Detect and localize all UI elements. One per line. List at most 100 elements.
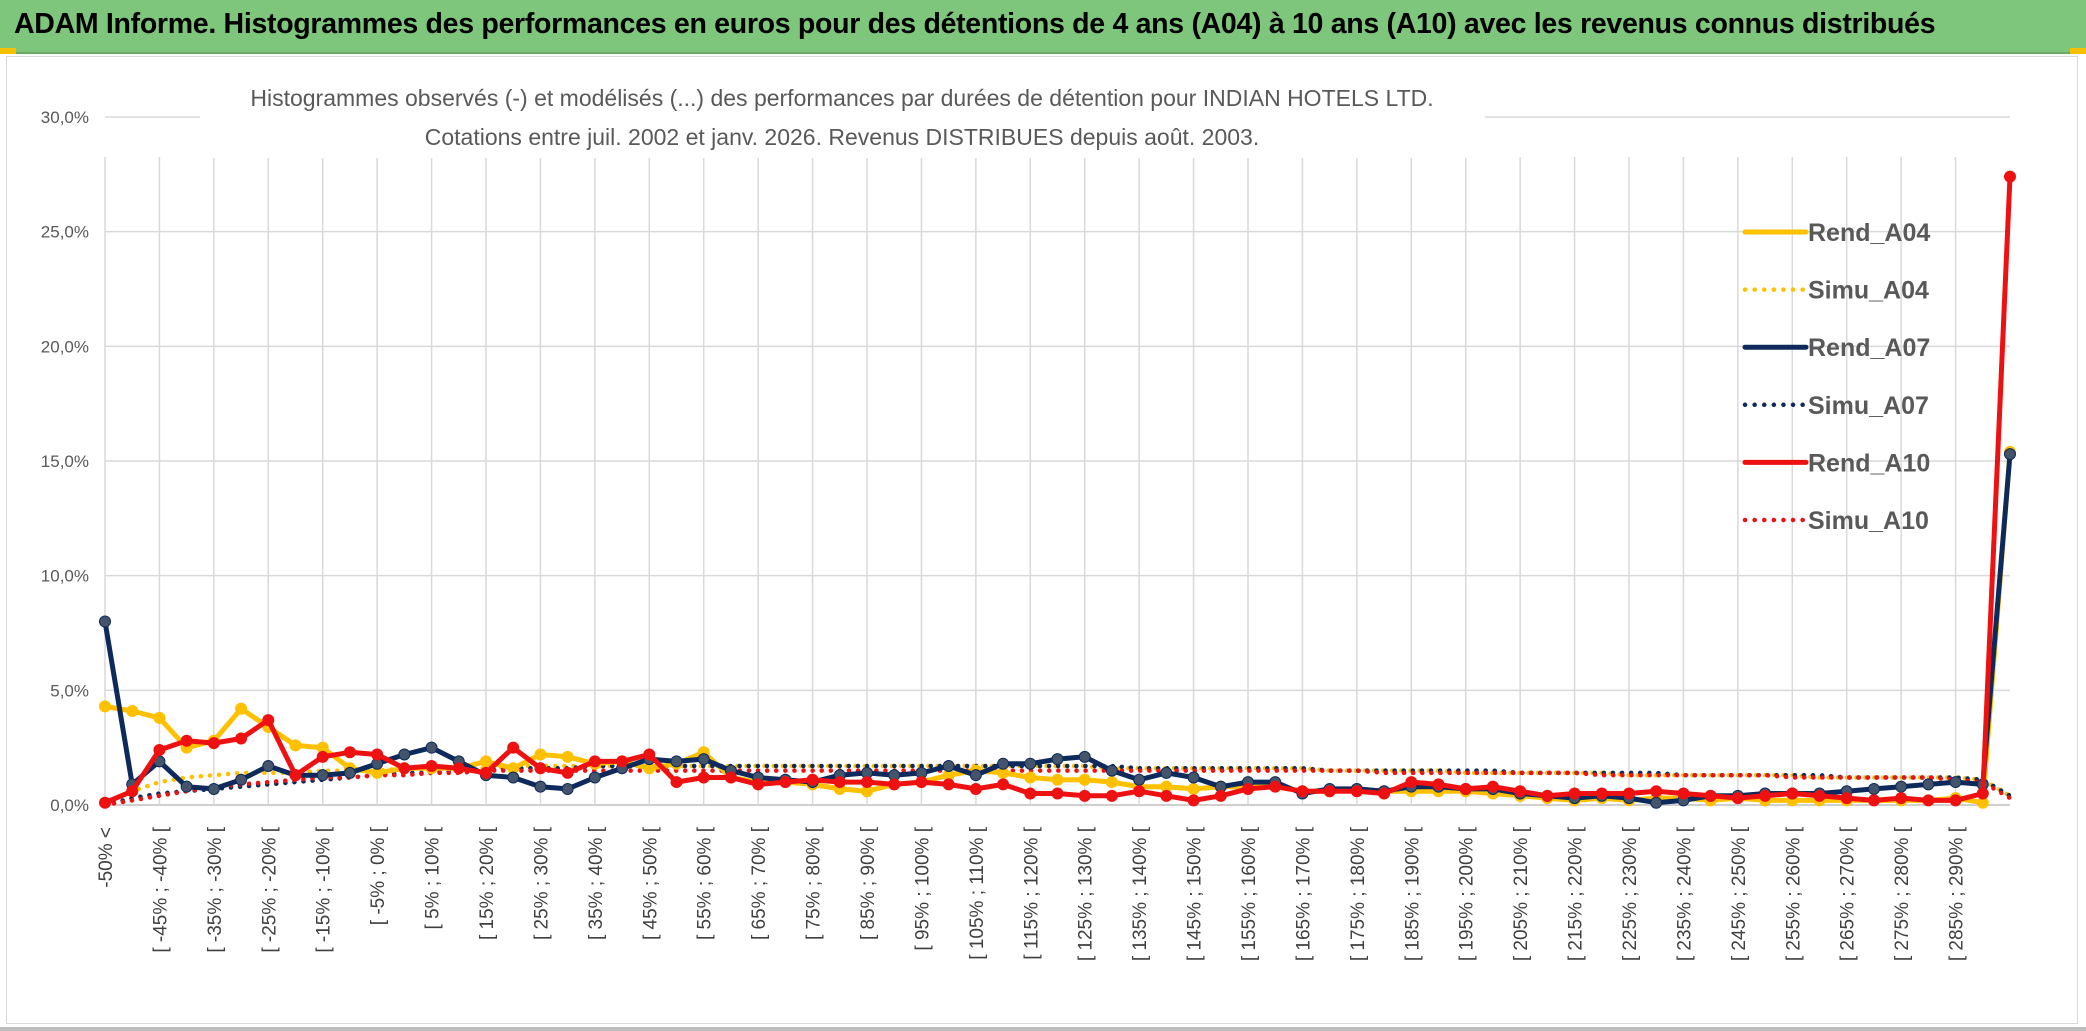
data-point [507,771,520,784]
data-point [969,769,982,782]
data-point [697,771,710,784]
data-point [99,700,111,713]
x-tick-label: [ 135% ; 140% [ [1130,826,1151,961]
x-tick-label: [ 255% ; 260% [ [1783,826,1804,961]
data-point [316,750,329,763]
data-point [343,746,356,759]
x-tick-label: [ 115% ; 120% [ [1021,826,1042,959]
x-tick-label: [ 245% ; 250% [ [1729,826,1750,961]
data-point [289,769,302,782]
x-tick-label: [ 175% ; 180% [ [1348,826,1369,961]
data-point [452,762,465,775]
data-point [697,753,710,766]
data-point [1105,776,1118,789]
data-point [371,748,384,761]
data-point [806,773,819,786]
data-point [1650,785,1663,798]
data-point [1078,750,1091,763]
data-point [588,755,601,768]
data-point [616,755,629,768]
data-point [1922,778,1935,791]
chart-frame [6,56,2078,1024]
data-point [779,776,792,789]
data-point [1976,787,1989,800]
x-tick-label: [ 225% ; 230% [ [1620,826,1641,961]
y-tick-label: 30,0% [41,108,89,127]
data-point [833,776,846,789]
x-tick-label: [ 55% ; 60% [ [695,826,716,940]
y-tick-label: 0,0% [50,796,89,815]
data-point [534,780,547,793]
data-point [1105,764,1118,777]
data-point [1323,785,1336,798]
data-point [1895,792,1908,805]
x-tick-label: [ 65% ; 70% [ [749,826,770,940]
report-banner: ADAM Informe. Histogrammes des performan… [0,0,2086,54]
legend-label: Simu_A04 [1808,277,1929,305]
data-point [1867,794,1880,807]
data-point [1051,787,1064,800]
x-tick-label: -50% < [96,827,117,888]
data-point [997,778,1010,791]
x-tick-label: [ 25% ; 30% [ [531,826,552,940]
data-point [153,743,166,756]
data-point [1405,776,1418,789]
data-point [99,796,111,809]
data-point [1867,782,1880,795]
legend-label: Simu_A07 [1808,392,1929,420]
chart-series [99,170,2016,809]
chart-title: Histogrammes observés (-) et modélisés (… [250,85,1433,111]
series-line-rend-a07 [102,451,2013,806]
data-point [752,778,765,791]
data-point [99,615,111,628]
data-point [1051,753,1064,766]
data-point [207,782,220,795]
x-tick-label: [ 95% ; 100% [ [912,826,933,950]
data-point [1024,757,1037,770]
data-point [1051,773,1064,786]
data-point [561,782,574,795]
data-point [1731,792,1744,805]
data-point [1568,787,1581,800]
x-tick-label: [ 85% ; 90% [ [858,826,879,940]
data-point [997,757,1010,770]
data-point [534,748,547,761]
series-line-rend-a04 [102,449,2013,806]
data-point [1840,792,1853,805]
data-point [1024,787,1037,800]
x-tick-label: [ 125% ; 130% [ [1076,826,1097,961]
data-point [1895,780,1908,793]
data-point [1187,782,1200,795]
data-point [235,702,248,715]
x-tick-label: [ -25% ; -20% [ [259,826,280,952]
x-tick-label: [ 205% ; 210% [ [1511,826,1532,961]
x-tick-label: [ 185% ; 190% [ [1402,826,1423,961]
data-point [1187,794,1200,807]
data-point [343,766,356,779]
y-tick-label: 15,0% [41,452,89,471]
chart-title-background [200,76,1485,158]
x-tick-label: [ 105% ; 110% [ [967,826,988,959]
data-point [1133,785,1146,798]
series-line-rend-a10 [102,174,2013,806]
data-point [1133,773,1146,786]
data-point [289,739,302,752]
data-point [1459,782,1472,795]
data-point [126,785,139,798]
data-point [507,741,520,754]
corner-accent-left [0,48,16,54]
data-point [888,778,901,791]
data-point [1269,780,1282,793]
data-point [1650,796,1663,809]
x-tick-label: [ 75% ; 80% [ [804,826,825,940]
data-point [480,755,492,768]
data-point [126,704,139,717]
data-point [1949,794,1962,807]
data-point [2004,448,2016,461]
data-point [1623,787,1635,800]
data-point [670,776,683,789]
data-point [1486,780,1499,793]
x-tick-label: [ 215% ; 220% [ [1566,826,1587,961]
data-point [942,760,955,773]
